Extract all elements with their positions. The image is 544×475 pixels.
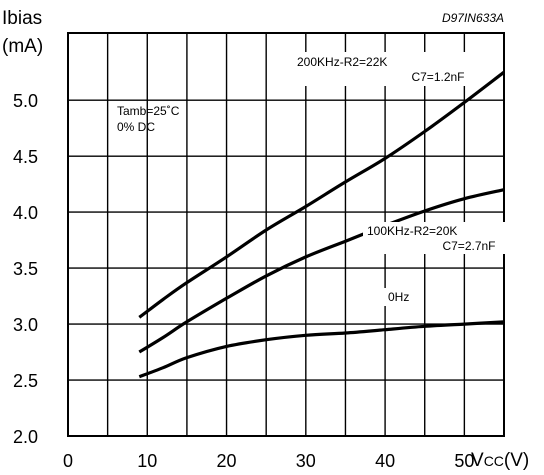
x-tick-labels: 0 10 20 30 40 50 <box>63 451 474 471</box>
x-tick-label: 40 <box>375 451 395 471</box>
y-tick-label: 3.0 <box>13 315 38 335</box>
series-2-line <box>138 188 505 354</box>
y-tick-label: 3.5 <box>13 259 38 279</box>
x-tick-label: 10 <box>137 451 157 471</box>
x-tick-label: 50 <box>454 451 474 471</box>
condition-temperature: Tamb=25˚C <box>117 104 180 118</box>
series-3-label-bg <box>382 288 422 306</box>
y-tick-label: 2.5 <box>13 371 38 391</box>
series-3-label: 0Hz <box>388 290 409 304</box>
series-2-label-line1: 100KHz-R2=20K <box>367 224 457 238</box>
x-tick-label: 20 <box>217 451 237 471</box>
doc-code: D97IN633A <box>442 11 504 25</box>
series-2-label-bg <box>363 222 506 254</box>
grid <box>68 33 504 436</box>
condition-duty-cycle: 0% DC <box>117 120 155 134</box>
series-1-label-bg <box>292 52 467 86</box>
x-axis-label-unit: (V) <box>504 450 529 471</box>
y-axis-label-line1: Ibias <box>2 8 42 29</box>
x-axis-label: VCC(V) <box>471 450 529 471</box>
series-1-line <box>138 70 505 319</box>
series-1-label-line1: 200KHz-R2=22K <box>297 55 387 69</box>
y-tick-label: 2.0 <box>13 427 38 447</box>
y-tick-label: 5.0 <box>13 91 38 111</box>
x-tick-label: 0 <box>63 451 73 471</box>
x-axis-label-subscript: CC <box>484 453 504 469</box>
y-axis-label-line2: (mA) <box>2 36 43 57</box>
y-tick-labels: 2.0 2.5 3.0 3.5 4.0 4.5 5.0 <box>13 91 38 447</box>
y-tick-label: 4.5 <box>13 147 38 167</box>
x-tick-label: 30 <box>296 451 316 471</box>
x-axis-label-main: V <box>471 450 484 471</box>
curves <box>138 70 505 379</box>
series-3-line <box>138 320 505 379</box>
series-2-label-line2: C7=2.7nF <box>442 239 495 253</box>
series-1-label-line2: C7=1.2nF <box>411 70 464 84</box>
y-tick-label: 4.0 <box>13 203 38 223</box>
